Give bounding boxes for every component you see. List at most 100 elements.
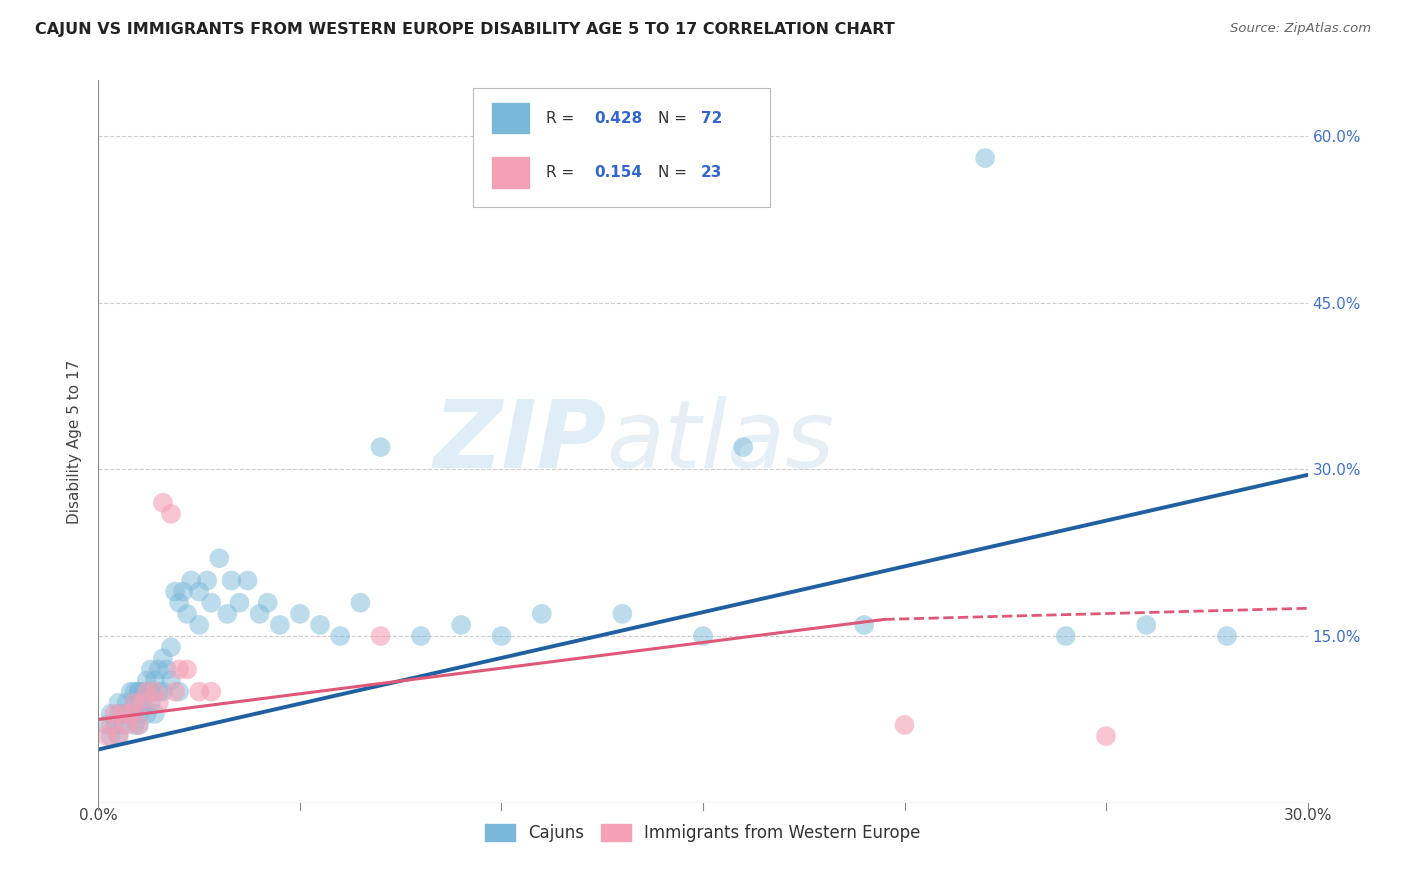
Point [139, 696, 162, 710]
Point [111, 718, 134, 732]
Point [893, 718, 915, 732]
Point [139, 684, 162, 698]
Text: R =: R = [546, 112, 579, 126]
Point [612, 607, 634, 621]
Point [124, 696, 146, 710]
Point [236, 574, 259, 588]
Point [370, 440, 392, 454]
Point [692, 629, 714, 643]
Point [96, 729, 118, 743]
Point [132, 696, 155, 710]
Point [152, 496, 174, 510]
Point [370, 629, 392, 643]
Bar [492, 102, 530, 135]
Point [188, 684, 211, 698]
Point [128, 696, 150, 710]
Bar [492, 156, 530, 189]
Y-axis label: Disability Age 5 to 17: Disability Age 5 to 17 [67, 359, 83, 524]
Point [128, 718, 150, 732]
Point [132, 696, 155, 710]
Point [115, 718, 138, 732]
Point [249, 607, 271, 621]
Point [163, 584, 186, 599]
Point [163, 684, 186, 698]
Point [143, 673, 166, 688]
Point [228, 596, 250, 610]
Point [107, 729, 129, 743]
Point [1135, 618, 1157, 632]
Point [349, 596, 371, 610]
Point [128, 706, 150, 721]
Point [176, 607, 198, 621]
Point [288, 607, 311, 621]
Point [132, 684, 155, 698]
Text: N =: N = [658, 165, 692, 180]
Point [167, 684, 190, 698]
Point [148, 684, 170, 698]
Text: ZIP: ZIP [433, 395, 606, 488]
Point [135, 706, 157, 721]
Point [156, 662, 179, 676]
Text: R =: R = [546, 165, 579, 180]
Point [221, 574, 243, 588]
Point [208, 551, 231, 566]
Point [974, 151, 997, 165]
Point [100, 718, 122, 732]
Point [135, 673, 157, 688]
Point [200, 596, 222, 610]
Point [188, 618, 211, 632]
Text: CAJUN VS IMMIGRANTS FROM WESTERN EUROPE DISABILITY AGE 5 TO 17 CORRELATION CHART: CAJUN VS IMMIGRANTS FROM WESTERN EUROPE … [35, 22, 894, 37]
Point [115, 706, 138, 721]
Point [148, 662, 170, 676]
Point [135, 684, 157, 698]
Point [200, 684, 222, 698]
Text: 72: 72 [700, 112, 721, 126]
Point [107, 729, 129, 743]
Point [143, 684, 166, 698]
Point [96, 718, 118, 732]
Point [120, 684, 142, 698]
Point [124, 684, 146, 698]
Point [100, 706, 122, 721]
Point [491, 629, 513, 643]
Point [309, 618, 332, 632]
Point [107, 696, 129, 710]
Point [107, 706, 129, 721]
Legend: Cajuns, Immigrants from Western Europe: Cajuns, Immigrants from Western Europe [478, 817, 928, 848]
Point [167, 662, 190, 676]
Text: Source: ZipAtlas.com: Source: ZipAtlas.com [1230, 22, 1371, 36]
Point [120, 706, 142, 721]
Point [139, 662, 162, 676]
Point [124, 718, 146, 732]
Point [180, 574, 202, 588]
Text: N =: N = [658, 112, 692, 126]
Point [256, 596, 278, 610]
Point [128, 684, 150, 698]
Point [195, 574, 218, 588]
Point [152, 651, 174, 665]
Point [115, 696, 138, 710]
Point [733, 440, 755, 454]
Point [269, 618, 291, 632]
Point [128, 684, 150, 698]
Point [124, 696, 146, 710]
Text: 0.154: 0.154 [595, 165, 643, 180]
Point [530, 607, 553, 621]
Point [409, 629, 432, 643]
Point [120, 706, 142, 721]
Point [160, 673, 183, 688]
Point [128, 718, 150, 732]
Point [111, 706, 134, 721]
Point [188, 584, 211, 599]
Point [1054, 629, 1077, 643]
Text: 0.428: 0.428 [595, 112, 643, 126]
Point [148, 696, 170, 710]
Point [152, 684, 174, 698]
Point [143, 706, 166, 721]
Point [160, 640, 183, 655]
Point [853, 618, 876, 632]
Point [103, 718, 125, 732]
Point [111, 706, 134, 721]
Point [160, 507, 183, 521]
Point [167, 596, 190, 610]
